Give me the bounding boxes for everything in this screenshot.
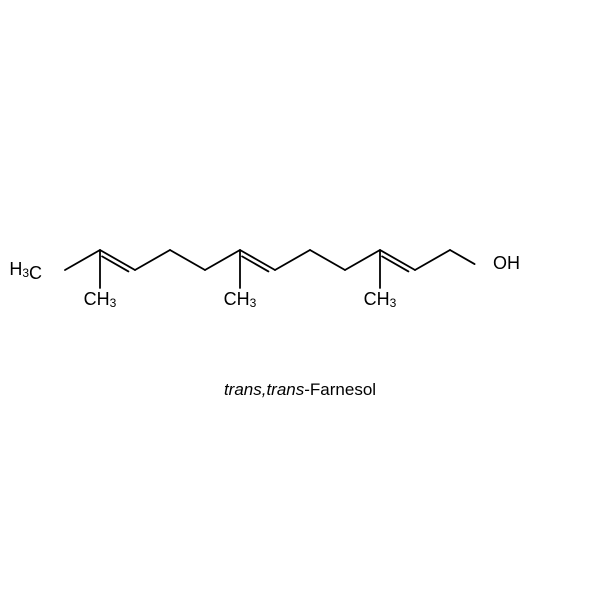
bond-single	[415, 250, 450, 270]
caption-name: -Farnesol	[304, 380, 376, 399]
bond-single	[135, 250, 170, 270]
bonds-group	[65, 250, 475, 288]
bond-single	[170, 250, 205, 270]
atom-label: OH	[493, 253, 520, 273]
molecule-canvas: H3C CH3 CH3 CH3 OH trans,trans-Farnesol	[0, 0, 600, 600]
atom-label: CH3	[84, 289, 117, 310]
bond-single	[65, 250, 100, 270]
bond-single	[205, 250, 240, 270]
bond-single	[345, 250, 380, 270]
caption-prefix: trans,trans	[224, 380, 305, 399]
bond-double-main	[100, 250, 135, 270]
bond-single	[450, 250, 475, 264]
atom-label: H3C	[9, 259, 42, 283]
atom-label: CH3	[364, 289, 397, 310]
bond-double-main	[380, 250, 415, 270]
bond-single	[275, 250, 310, 270]
bond-single	[310, 250, 345, 270]
compound-name-caption: trans,trans-Farnesol	[224, 380, 376, 399]
bond-double-main	[240, 250, 275, 270]
atom-label: CH3	[224, 289, 257, 310]
atom-labels-group: H3C CH3 CH3 CH3 OH	[9, 253, 520, 310]
